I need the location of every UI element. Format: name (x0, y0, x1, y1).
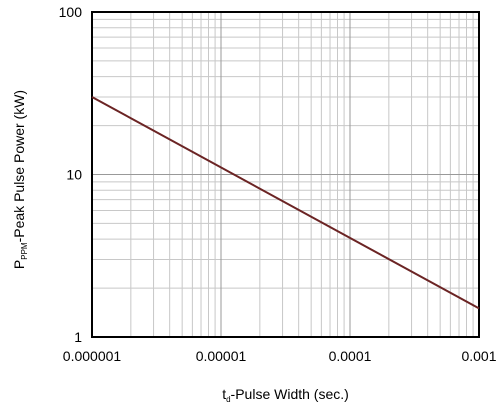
x-axis-label-main: t (222, 386, 226, 402)
y-tick-label: 10 (66, 167, 82, 183)
y-axis-label-sub: PPM (20, 242, 29, 260)
x-tick-label: 0.00001 (196, 348, 247, 364)
y-axis-label-main: P (11, 260, 27, 269)
series-layer (91, 96, 480, 310)
y-tick-label: 1 (74, 329, 82, 345)
series-line (91, 96, 480, 310)
x-tick-labels: 0.000001 0.00001 0.0001 0.001 (63, 348, 497, 364)
y-tick-label: 100 (59, 4, 83, 20)
x-tick-label: 0.000001 (63, 348, 122, 364)
x-axis-label: td-Pulse Width (sec.) (222, 386, 349, 404)
y-axis-label-rest: -Peak Pulse Power (kW) (11, 90, 27, 242)
x-axis-label-rest: -Pulse Width (sec.) (231, 386, 349, 402)
x-axis-label-sub: d (226, 395, 230, 404)
y-axis-label: PPPM-Peak Pulse Power (kW) (11, 90, 29, 269)
plot-area-frame (91, 11, 480, 338)
y-tick-labels: 1 10 100 (59, 4, 83, 345)
x-tick-label: 0.001 (461, 348, 496, 364)
x-tick-label: 0.0001 (329, 348, 372, 364)
